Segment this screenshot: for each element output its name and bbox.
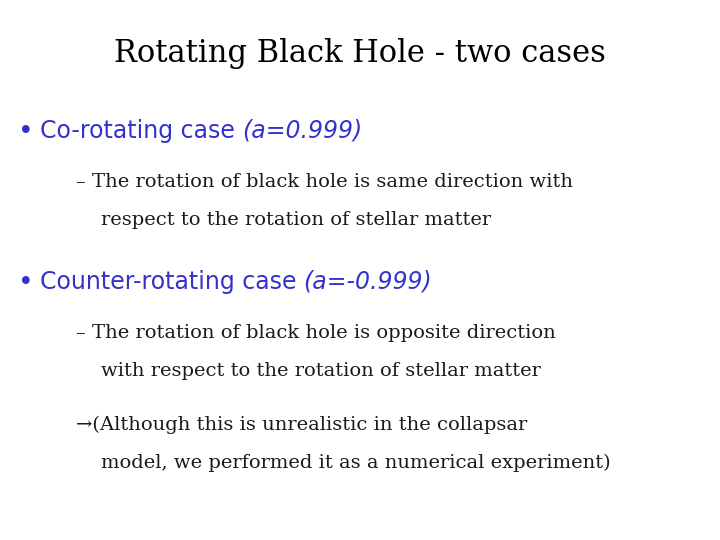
Text: •: • — [18, 270, 34, 296]
Text: – The rotation of black hole is same direction with: – The rotation of black hole is same dir… — [76, 173, 572, 191]
Text: respect to the rotation of stellar matter: respect to the rotation of stellar matte… — [76, 211, 491, 228]
Text: Counter-rotating case: Counter-rotating case — [40, 270, 304, 294]
Text: Rotating Black Hole - two cases: Rotating Black Hole - two cases — [114, 38, 606, 69]
Text: – The rotation of black hole is opposite direction: – The rotation of black hole is opposite… — [76, 324, 555, 342]
Text: with respect to the rotation of stellar matter: with respect to the rotation of stellar … — [76, 362, 541, 380]
Text: model, we performed it as a numerical experiment): model, we performed it as a numerical ex… — [76, 454, 611, 472]
Text: (a=0.999): (a=0.999) — [242, 119, 362, 143]
Text: •: • — [18, 119, 34, 145]
Text: Co-rotating case: Co-rotating case — [40, 119, 242, 143]
Text: →(Although this is unrealistic in the collapsar: →(Although this is unrealistic in the co… — [76, 416, 527, 434]
Text: (a=-0.999): (a=-0.999) — [304, 270, 432, 294]
